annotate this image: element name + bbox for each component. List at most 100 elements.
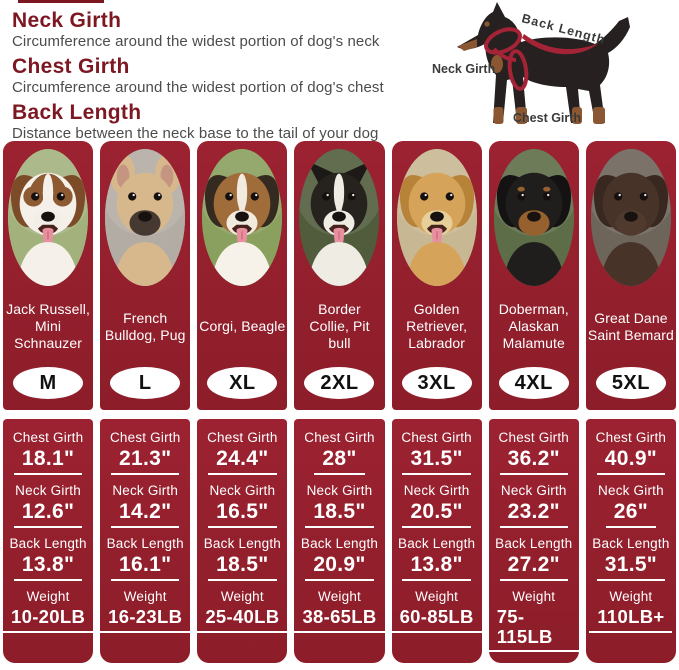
size-column: French Bulldog, Pug L (100, 141, 191, 410)
weight-value: 10-20LB (3, 607, 94, 633)
neck-group: Neck Girth 26" (598, 483, 664, 529)
weight-label: Weight (318, 589, 361, 605)
back-group: Back Length 20.9" (301, 536, 378, 582)
size-column: Corgi, Beagle XL (197, 141, 288, 410)
neck-label: Neck Girth (403, 483, 470, 499)
chest-label: Chest Girth (304, 430, 375, 445)
back-label: Back Length (203, 536, 281, 552)
chest-group: Chest Girth 18.1" (13, 430, 83, 476)
measurement-panels: Chest Girth 18.1" Neck Girth 12.6" Back Leng… (0, 419, 679, 663)
chest-label: Chest Girth (207, 430, 278, 445)
size-label: 4XL (514, 371, 553, 394)
header: Neck Girth Circumference around the wide… (0, 0, 679, 143)
back-value: 13.8" (13, 554, 83, 582)
size-column: Jack Russell, Mini Schnauzer M (3, 141, 94, 410)
size-column: Golden Retriever, Labrador 3XL (391, 141, 482, 410)
back-group: Back Length 16.1" (106, 536, 184, 582)
chest-value: 40.9" (596, 447, 666, 476)
breed-names: Golden Retriever, Labrador (406, 301, 468, 351)
back-value: 13.8" (402, 554, 471, 582)
neck-label: Neck Girth (15, 483, 81, 499)
neck-value: 23.2" (499, 501, 568, 529)
neck-value: 16.5" (208, 501, 277, 529)
back-label: Back Length (592, 536, 670, 552)
chest-group: Chest Girth 31.5" (401, 430, 472, 476)
size-label: 3XL (417, 371, 456, 394)
weight-label: Weight (220, 589, 264, 605)
dog-photo (299, 149, 380, 286)
diagram-neck-girth-label: Neck Girth (432, 62, 496, 76)
breed-names: French Bulldog, Pug (104, 309, 186, 343)
weight-group: Weight 16-23LB (100, 589, 191, 633)
back-label: Back Length (106, 536, 184, 552)
breed-names: Great Dane Saint Bemard (587, 309, 674, 343)
size-label: L (138, 371, 152, 394)
weight-value: 38-65LB (294, 607, 385, 633)
weight-label: Weight (609, 589, 653, 605)
breed-names: Corgi, Beagle (199, 318, 286, 335)
back-group: Back Length 27.2" (495, 536, 573, 582)
size-badge: M (13, 367, 84, 399)
dog-photo (396, 149, 477, 286)
breed-names: Jack Russell, Mini Schnauzer (6, 301, 90, 351)
weight-group: Weight 60-85LB (391, 589, 482, 633)
dog-photo (8, 149, 89, 286)
size-badge: 2XL (304, 367, 375, 399)
back-group: Back Length 13.8" (9, 536, 87, 582)
measurement-panel: Chest Girth 24.4" Neck Girth 16.5" Back Leng… (197, 419, 288, 663)
back-label: Back Length (495, 536, 573, 552)
weight-group: Weight 75-115LB (488, 589, 579, 652)
neck-label: Neck Girth (598, 483, 664, 499)
definition-term: Chest Girth (12, 55, 130, 79)
breed-names: Border Collie, Pit bull (309, 301, 370, 351)
neck-group: Neck Girth 18.5" (305, 483, 374, 529)
chest-group: Chest Girth 21.3" (109, 430, 181, 476)
chest-group: Chest Girth 28" (304, 430, 375, 476)
measurement-panel: Chest Girth 36.2" Neck Girth 23.2" Back Leng… (488, 419, 579, 663)
chest-value: 28" (314, 447, 365, 476)
chest-group: Chest Girth 36.2" (498, 430, 570, 476)
weight-label: Weight (415, 589, 459, 605)
definition-term: Back Length (12, 101, 142, 125)
neck-group: Neck Girth 14.2" (111, 483, 180, 529)
back-value: 31.5" (596, 554, 666, 582)
chest-label: Chest Girth (109, 430, 181, 445)
size-badge: 5XL (595, 367, 666, 399)
definition-term: Neck Girth (12, 9, 122, 32)
dog-measurement-diagram: Back Length Neck Girth Chest Girth (427, 0, 677, 140)
neck-value: 14.2" (111, 501, 180, 529)
back-value: 27.2" (499, 554, 568, 582)
size-label: 5XL (611, 371, 650, 394)
measurement-panel: Chest Girth 18.1" Neck Girth 12.6" Back Leng… (3, 419, 94, 663)
chest-group: Chest Girth 40.9" (595, 430, 667, 476)
weight-value: 25-40LB (197, 607, 288, 633)
definition-neck-girth: Neck Girth Circumference around the wide… (12, 9, 430, 50)
neck-label: Neck Girth (500, 483, 567, 499)
size-label: 2XL (320, 371, 359, 394)
dog-photo (105, 149, 186, 286)
chest-value: 36.2" (499, 447, 568, 476)
definition-chest-girth: Chest Girth Circumference around the wid… (12, 55, 430, 96)
size-badge: 4XL (498, 367, 569, 399)
size-badge: XL (207, 367, 278, 399)
chest-label: Chest Girth (498, 430, 570, 445)
neck-value: 18.5" (305, 501, 374, 529)
neck-group: Neck Girth 16.5" (208, 483, 277, 529)
weight-group: Weight 10-20LB (3, 589, 94, 633)
size-columns: Jack Russell, Mini Schnauzer M French Bu… (0, 141, 679, 410)
neck-value: 12.6" (13, 501, 83, 529)
definition-description: Distance between the neck base to the ta… (12, 125, 379, 143)
size-badge: 3XL (401, 367, 472, 399)
weight-label: Weight (26, 589, 70, 605)
chest-label: Chest Girth (595, 430, 667, 445)
dog-photo (202, 149, 283, 286)
back-label: Back Length (398, 536, 476, 552)
size-label: M (39, 371, 57, 394)
weight-value: 60-85LB (391, 607, 482, 633)
size-column: Doberman, Alaskan Malamute 4XL (488, 141, 579, 410)
dog-photo (590, 149, 671, 286)
size-column: Great Dane Saint Bemard 5XL (585, 141, 676, 410)
definition-description: Circumference around the widest portion … (12, 33, 380, 51)
weight-value: 75-115LB (488, 607, 579, 652)
definition-description: Circumference around the widest portion … (12, 79, 384, 97)
